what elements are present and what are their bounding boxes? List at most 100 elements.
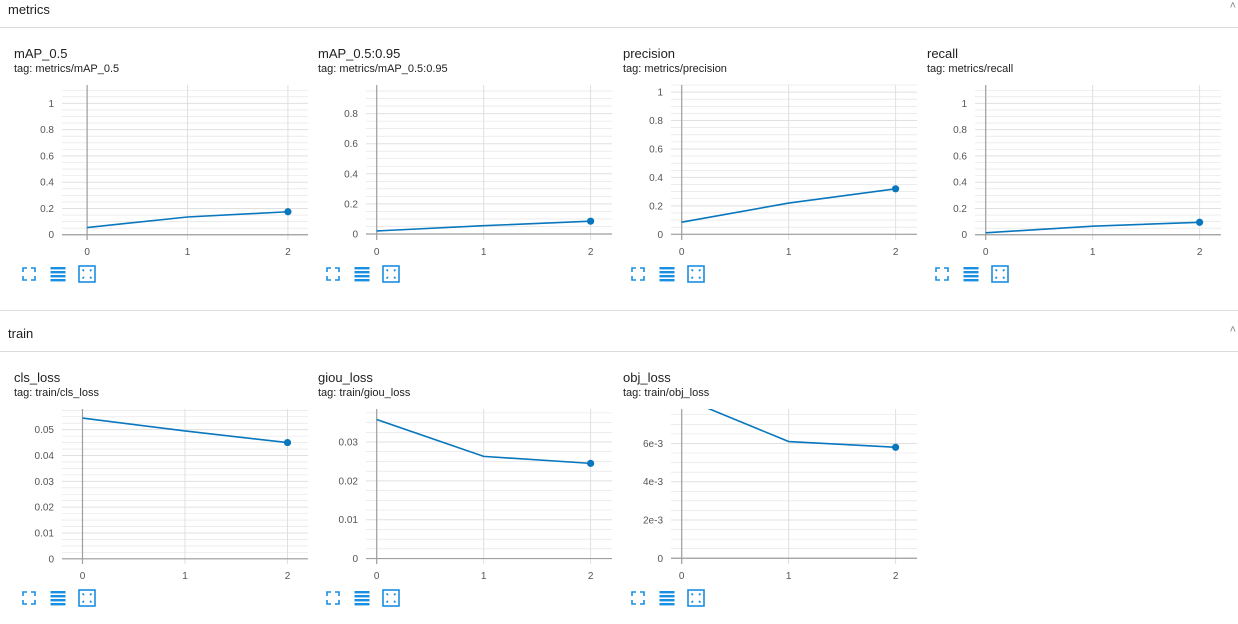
group-header-metrics[interactable]: metrics ˄	[0, 0, 1238, 28]
line-chart[interactable]: 0 0.01 0.02 0.03 0 1 2	[312, 352, 612, 592]
x-tick-label: 2	[893, 247, 899, 258]
y-tick-label: 1	[657, 88, 663, 99]
y-tick-label: 6e-3	[643, 439, 663, 450]
x-tick-label: 2	[588, 571, 594, 582]
fullscreen-icon[interactable]	[20, 589, 38, 607]
fit-domain-icon[interactable]	[78, 265, 96, 283]
data-table-icon[interactable]	[658, 589, 676, 607]
chart-tag: tag: train/cls_loss	[14, 387, 99, 399]
y-tick-label: 0	[657, 230, 663, 241]
data-point[interactable]	[587, 217, 595, 225]
collapse-caret-icon[interactable]: ˄	[1229, 324, 1236, 336]
data-table-icon[interactable]	[962, 265, 980, 283]
data-point[interactable]	[892, 185, 900, 193]
chart-card: recall tag: metrics/recall 0 0.2 0.4 0.6 0.8 1 0…	[921, 28, 1221, 283]
group-header-train[interactable]: train ˄	[0, 324, 1238, 352]
data-table-icon[interactable]	[658, 265, 676, 283]
fit-domain-icon[interactable]	[687, 265, 705, 283]
chart-title: recall	[927, 46, 959, 61]
series-line	[87, 210, 288, 229]
x-tick-label: 0	[374, 571, 380, 582]
y-tick-label: 0.03	[339, 438, 359, 449]
chart-card: cls_loss tag: train/cls_loss 0 0.01 0.02 0.03…	[8, 352, 308, 607]
data-point[interactable]	[1196, 218, 1204, 226]
fit-domain-icon[interactable]	[78, 589, 96, 607]
x-tick-label: 1	[481, 571, 487, 582]
y-tick-label: 0.4	[344, 169, 358, 180]
fit-domain-icon[interactable]	[991, 265, 1009, 283]
chart-card: giou_loss tag: train/giou_loss 0 0.01 0.02 0.…	[312, 352, 612, 607]
y-tick-label: 0.6	[953, 151, 967, 162]
data-table-icon[interactable]	[353, 265, 371, 283]
line-chart[interactable]: 0 0.2 0.4 0.6 0.8 1 0 1 2	[921, 28, 1221, 268]
chart-title: cls_loss	[14, 370, 61, 385]
chart-tag: tag: metrics/precision	[623, 63, 727, 75]
fullscreen-icon[interactable]	[629, 265, 647, 283]
fullscreen-icon[interactable]	[324, 589, 342, 607]
x-tick-label: 0	[80, 571, 86, 582]
line-chart[interactable]: 0 0.01 0.02 0.03 0.04 0.05 0 1 2	[8, 352, 308, 592]
y-tick-label: 0.05	[35, 425, 55, 436]
data-table-icon[interactable]	[353, 589, 371, 607]
y-tick-label: 0.8	[40, 125, 54, 136]
y-tick-label: 0.6	[649, 144, 663, 155]
chart-tag: tag: metrics/recall	[927, 63, 1014, 75]
fit-domain-icon[interactable]	[687, 589, 705, 607]
x-tick-label: 1	[185, 247, 191, 258]
chart-title: giou_loss	[318, 370, 373, 385]
line-chart[interactable]: 0 0.2 0.4 0.6 0.8 1 0 1 2	[8, 28, 308, 268]
fullscreen-icon[interactable]	[629, 589, 647, 607]
y-tick-label: 0	[352, 229, 358, 240]
y-tick-label: 0.4	[649, 173, 663, 184]
x-tick-label: 0	[679, 247, 685, 258]
y-tick-label: 0.04	[35, 451, 55, 462]
y-tick-label: 0.01	[339, 515, 359, 526]
x-tick-label: 2	[285, 247, 291, 258]
line-chart[interactable]: 0 0.2 0.4 0.6 0.8 0 1 2	[312, 28, 612, 268]
chart-tag: tag: metrics/mAP_0.5:0.95	[318, 63, 448, 75]
fullscreen-icon[interactable]	[324, 265, 342, 283]
series-line	[707, 409, 896, 449]
x-tick-label: 1	[1090, 247, 1096, 258]
series-line	[376, 220, 591, 232]
line-chart[interactable]: 0 0.2 0.4 0.6 0.8 1 0 1 2	[617, 28, 917, 268]
chart-card: mAP_0.5 tag: metrics/mAP_0.5 0 0.2 0.4 0.6 0.8…	[8, 28, 308, 283]
fullscreen-icon[interactable]	[933, 265, 951, 283]
y-tick-label: 0.6	[344, 139, 358, 150]
data-point[interactable]	[892, 443, 900, 451]
data-table-icon[interactable]	[49, 265, 67, 283]
collapse-caret-icon[interactable]: ˄	[1229, 0, 1236, 12]
fit-domain-icon[interactable]	[382, 589, 400, 607]
y-tick-label: 0.2	[953, 204, 967, 215]
data-point[interactable]	[284, 208, 292, 216]
x-tick-label: 0	[84, 247, 90, 258]
chart-card: obj_loss tag: train/obj_loss 0 2e-3 4e-3 6e-3…	[617, 352, 917, 607]
x-tick-label: 1	[481, 247, 487, 258]
chart-card: mAP_0.5:0.95 tag: metrics/mAP_0.5:0.95 0 0.…	[312, 28, 612, 283]
group-separator	[0, 310, 1238, 311]
group-title: train	[8, 326, 34, 341]
y-tick-label: 4e-3	[643, 477, 663, 488]
chart-tag: tag: metrics/mAP_0.5	[14, 63, 120, 75]
y-tick-label: 0.03	[35, 477, 55, 488]
group-title: metrics	[8, 2, 50, 17]
y-tick-label: 0	[352, 554, 358, 565]
data-table-icon[interactable]	[49, 589, 67, 607]
x-tick-label: 2	[1197, 247, 1203, 258]
x-tick-label: 1	[182, 571, 188, 582]
y-tick-label: 0	[657, 554, 663, 565]
y-tick-label: 0	[48, 230, 54, 241]
y-tick-label: 0.8	[344, 109, 358, 120]
y-tick-label: 0.2	[40, 204, 54, 215]
fullscreen-icon[interactable]	[20, 265, 38, 283]
chart-title: obj_loss	[623, 370, 671, 385]
data-point[interactable]	[283, 438, 292, 447]
line-chart[interactable]: 0 2e-3 4e-3 6e-3 0 1 2	[617, 352, 917, 592]
series-line	[82, 417, 288, 444]
y-tick-label: 0.01	[35, 529, 55, 540]
fit-domain-icon[interactable]	[382, 265, 400, 283]
chart-card: precision tag: metrics/precision 0 0.2 0.4 0.…	[617, 28, 917, 283]
y-tick-label: 0.2	[344, 199, 358, 210]
y-tick-label: 0.8	[953, 125, 967, 136]
data-point[interactable]	[587, 459, 595, 467]
